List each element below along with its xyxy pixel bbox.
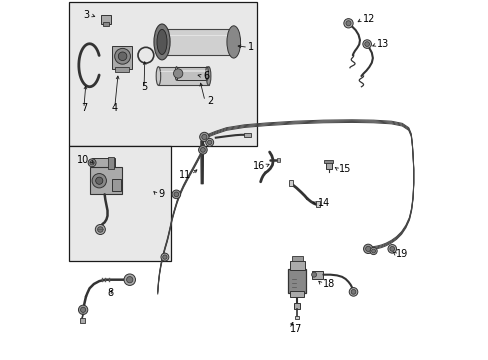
Bar — [294, 316, 299, 319]
Circle shape — [369, 247, 376, 255]
Text: 2: 2 — [206, 96, 213, 106]
Bar — [92, 158, 115, 167]
Bar — [103, 22, 109, 26]
Ellipse shape — [157, 30, 167, 54]
Circle shape — [118, 52, 126, 60]
Text: 7: 7 — [81, 103, 87, 113]
Bar — [112, 45, 131, 69]
Bar — [101, 15, 111, 24]
Text: 15: 15 — [338, 164, 350, 174]
Bar — [162, 29, 233, 55]
Circle shape — [365, 246, 370, 251]
Circle shape — [387, 244, 396, 253]
Ellipse shape — [206, 67, 210, 85]
Circle shape — [90, 161, 94, 165]
Bar — [290, 291, 304, 297]
Text: 1: 1 — [247, 42, 254, 52]
Text: 10: 10 — [77, 155, 89, 165]
Bar — [244, 133, 250, 137]
Bar — [291, 256, 302, 261]
Circle shape — [205, 138, 213, 146]
Bar — [289, 180, 292, 186]
Circle shape — [98, 227, 103, 232]
Text: 13: 13 — [376, 39, 388, 49]
Circle shape — [126, 276, 133, 283]
Circle shape — [343, 19, 352, 28]
Circle shape — [161, 253, 168, 261]
Circle shape — [350, 289, 355, 294]
Text: 11: 11 — [178, 170, 190, 180]
Bar — [158, 67, 208, 85]
Bar — [311, 271, 323, 279]
Circle shape — [78, 305, 88, 315]
Bar — [89, 167, 122, 194]
Ellipse shape — [175, 67, 178, 80]
Text: 19: 19 — [395, 248, 407, 258]
Circle shape — [200, 148, 205, 152]
Bar — [289, 261, 304, 270]
Text: 5: 5 — [141, 82, 147, 93]
Circle shape — [362, 40, 371, 48]
Ellipse shape — [226, 26, 240, 58]
Text: 12: 12 — [362, 14, 374, 24]
Circle shape — [88, 159, 96, 167]
Bar — [80, 319, 85, 323]
Circle shape — [173, 69, 183, 78]
Text: 18: 18 — [322, 279, 334, 289]
Circle shape — [363, 244, 372, 253]
Text: 17: 17 — [290, 324, 302, 334]
Circle shape — [92, 174, 106, 188]
Text: 9: 9 — [158, 189, 164, 199]
Circle shape — [389, 247, 394, 251]
Circle shape — [311, 272, 316, 277]
Circle shape — [202, 134, 206, 140]
Bar — [325, 161, 331, 168]
Circle shape — [199, 132, 208, 141]
Ellipse shape — [205, 67, 208, 80]
Ellipse shape — [156, 67, 161, 85]
Circle shape — [348, 288, 357, 296]
Ellipse shape — [159, 29, 165, 55]
Ellipse shape — [154, 24, 170, 60]
Circle shape — [124, 274, 135, 285]
Circle shape — [95, 225, 105, 234]
Circle shape — [345, 21, 350, 26]
Bar — [316, 201, 319, 207]
Bar — [107, 157, 114, 168]
Text: 8: 8 — [107, 288, 113, 298]
Text: 14: 14 — [317, 198, 329, 208]
Bar — [112, 179, 121, 191]
Text: 4: 4 — [111, 103, 118, 113]
Bar — [176, 67, 206, 80]
Circle shape — [96, 177, 102, 184]
Text: 16: 16 — [252, 161, 265, 171]
Bar — [69, 146, 171, 261]
Bar — [324, 160, 333, 163]
Circle shape — [364, 42, 369, 46]
Circle shape — [81, 307, 85, 312]
Circle shape — [172, 190, 180, 199]
Text: 6: 6 — [203, 71, 209, 81]
Circle shape — [371, 249, 375, 253]
Ellipse shape — [230, 29, 237, 55]
Text: 3: 3 — [83, 10, 89, 20]
Circle shape — [198, 145, 207, 154]
Bar — [293, 303, 300, 309]
Bar — [69, 3, 257, 146]
Bar — [115, 67, 129, 72]
Circle shape — [174, 192, 179, 197]
Circle shape — [115, 48, 130, 64]
Bar — [277, 158, 280, 162]
Bar — [287, 269, 305, 293]
Circle shape — [163, 255, 167, 259]
Circle shape — [207, 140, 211, 144]
